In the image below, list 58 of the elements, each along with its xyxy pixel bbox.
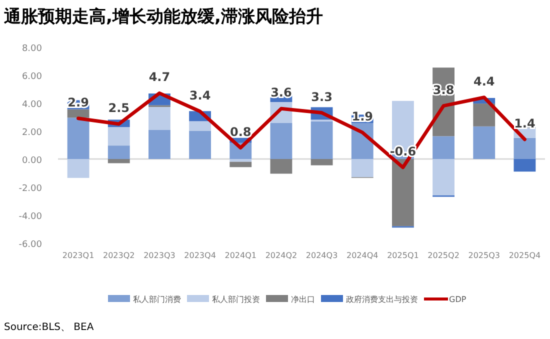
chart-title: 通胀预期走高,增长动能放缓,滞涨风险抬升 [3, 7, 323, 27]
x-tick-label: 2025Q3 [468, 251, 500, 260]
x-tick-label: 2023Q2 [103, 251, 135, 260]
bar [108, 127, 130, 146]
legend-label: 政府消费支出与投资 [346, 295, 418, 304]
x-tick-label: 2025Q1 [387, 251, 419, 260]
bar [514, 159, 536, 172]
bar [148, 130, 170, 159]
y-tick-label: 8.00 [22, 44, 42, 54]
legend-label: 净出口 [291, 295, 315, 304]
data-label: 3.3 [311, 90, 332, 104]
y-tick-label: 0.00 [22, 156, 42, 166]
bar [432, 136, 454, 159]
legend-label: 私人部门投资 [212, 295, 260, 304]
x-tick-label: 2024Q2 [265, 251, 298, 260]
bar [392, 159, 414, 226]
y-tick-label: 2.00 [22, 128, 42, 138]
x-tick-label: 2023Q4 [184, 251, 216, 260]
y-tick-label: 6.00 [22, 72, 42, 82]
bar [189, 131, 211, 159]
data-label: 4.4 [473, 74, 495, 88]
source-note: Source:BLS、 BEA [4, 322, 94, 333]
bar [67, 118, 90, 159]
bar [514, 138, 536, 159]
y-tick-label: 4.00 [22, 100, 42, 110]
x-tick-label: 2024Q1 [224, 251, 256, 260]
x-tick-label: 2023Q1 [62, 251, 94, 260]
x-tick-label: 2025Q2 [428, 251, 460, 260]
y-tick-label: -6.00 [18, 240, 42, 250]
x-tick-label: 2024Q3 [306, 251, 338, 260]
data-label: 4.7 [148, 70, 170, 84]
bar [230, 159, 252, 162]
bar [67, 109, 90, 118]
bar [148, 106, 170, 130]
y-tick-label: -2.00 [18, 184, 42, 194]
bar [108, 146, 130, 159]
bar [310, 121, 333, 159]
data-label: 0.8 [230, 124, 252, 139]
x-tick-label: 2025Q4 [508, 251, 541, 260]
bar [189, 121, 211, 131]
x-tick-label: 2023Q3 [144, 251, 176, 260]
bar [473, 126, 496, 159]
legend-label: 私人部门消费 [133, 295, 181, 304]
data-label: 3.4 [189, 88, 211, 102]
legend-label: GDP [449, 295, 466, 304]
x-tick-label: 2024Q4 [346, 251, 378, 260]
bar [270, 123, 292, 159]
bar [108, 159, 130, 164]
bar [432, 159, 454, 196]
data-label: 2.5 [108, 101, 130, 115]
bar [310, 159, 333, 166]
bar [473, 104, 496, 126]
bar [67, 159, 90, 178]
bar [230, 162, 252, 168]
bar [351, 159, 374, 178]
y-tick-label: -4.00 [18, 212, 42, 222]
bar [270, 159, 292, 174]
data-label: 3.8 [432, 82, 454, 97]
